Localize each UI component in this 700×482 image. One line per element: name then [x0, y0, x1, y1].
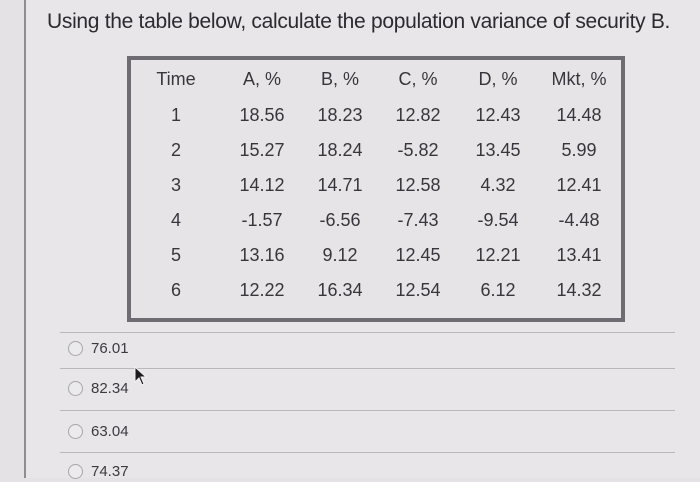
cell-b: 16.34	[317, 280, 363, 300]
table-row: 3 14.12 14.71 12.58 4.32 12.41	[131, 168, 621, 203]
radio-button[interactable]	[68, 340, 83, 356]
radio-button[interactable]	[68, 423, 83, 439]
radio-button[interactable]	[68, 380, 83, 396]
header-a: A, %	[242, 68, 281, 89]
cell-d: 12.43	[475, 105, 521, 125]
table-row: 4 -1.57 -6.56 -7.43 -9.54 -4.48	[131, 203, 621, 238]
header-d: D, %	[478, 68, 518, 89]
cell-d: 13.45	[475, 140, 521, 160]
cell-a: 15.27	[239, 140, 285, 160]
table-row: 2 15.27 18.24 -5.82 13.45 5.99	[131, 133, 621, 168]
cell-b: 18.24	[317, 140, 363, 160]
radio-button[interactable]	[68, 463, 83, 479]
cell-b: 18.23	[317, 105, 363, 125]
cell-b: 9.12	[322, 245, 358, 265]
cell-a: -1.57	[241, 210, 283, 230]
option-label: 63.04	[91, 422, 129, 440]
data-table-container: Time A, % B, % C, % D, % Mkt, % 1 18.56 …	[127, 56, 625, 322]
cell-time: 2	[170, 140, 181, 160]
table-row: 1 18.56 18.23 12.82 12.43 14.48	[131, 98, 621, 133]
option-82-34[interactable]: 82.34	[68, 377, 129, 399]
cell-d: 12.21	[475, 245, 521, 265]
cell-time: 4	[170, 210, 181, 230]
cell-mkt: 5.99	[561, 140, 597, 160]
cell-time: 3	[170, 175, 181, 195]
question-text: Using the table below, calculate the pop…	[47, 10, 671, 33]
mouse-cursor-icon	[134, 366, 148, 386]
cell-c: 12.45	[395, 245, 441, 265]
cell-b: 14.71	[317, 175, 363, 195]
cell-mkt: -4.48	[558, 210, 600, 230]
cell-d: -9.54	[477, 210, 519, 230]
page-left-border	[24, 0, 26, 478]
returns-table: Time A, % B, % C, % D, % Mkt, % 1 18.56 …	[131, 60, 621, 308]
cell-c: 12.54	[395, 280, 441, 300]
cell-d: 6.12	[480, 280, 516, 300]
cell-time: 6	[170, 280, 181, 300]
option-divider	[60, 368, 675, 369]
cell-d: 4.32	[480, 175, 516, 195]
cell-mkt: 13.41	[556, 245, 602, 265]
cell-a: 14.12	[239, 175, 285, 195]
table-row: 5 13.16 9.12 12.45 12.21 13.41	[131, 238, 621, 273]
option-label: 76.01	[91, 339, 129, 357]
cell-a: 13.16	[239, 245, 285, 265]
cell-c: -5.82	[397, 140, 439, 160]
cell-mkt: 12.41	[556, 175, 602, 195]
header-mkt: Mkt, %	[551, 68, 607, 89]
option-label: 74.37	[91, 462, 129, 480]
cell-c: -7.43	[397, 210, 439, 230]
header-b: B, %	[320, 68, 359, 89]
header-time: Time	[156, 68, 196, 89]
cell-mkt: 14.48	[556, 105, 602, 125]
cell-a: 12.22	[239, 280, 285, 300]
option-divider	[60, 410, 675, 411]
option-divider	[60, 332, 675, 333]
cell-c: 12.82	[395, 105, 441, 125]
option-74-37[interactable]: 74.37	[68, 460, 129, 482]
table-row: 6 12.22 16.34 12.54 6.12 14.32	[131, 273, 621, 308]
cell-time: 1	[170, 105, 181, 125]
option-divider	[60, 452, 675, 453]
cell-time: 5	[170, 245, 181, 265]
cell-a: 18.56	[239, 105, 285, 125]
option-76-01[interactable]: 76.01	[68, 337, 129, 359]
cell-b: -6.56	[319, 210, 361, 230]
table-header-row: Time A, % B, % C, % D, % Mkt, %	[131, 60, 621, 98]
option-63-04[interactable]: 63.04	[68, 420, 129, 442]
option-label: 82.34	[91, 379, 129, 397]
header-c: C, %	[398, 68, 438, 89]
cell-c: 12.58	[395, 175, 441, 195]
cell-mkt: 14.32	[556, 280, 602, 300]
